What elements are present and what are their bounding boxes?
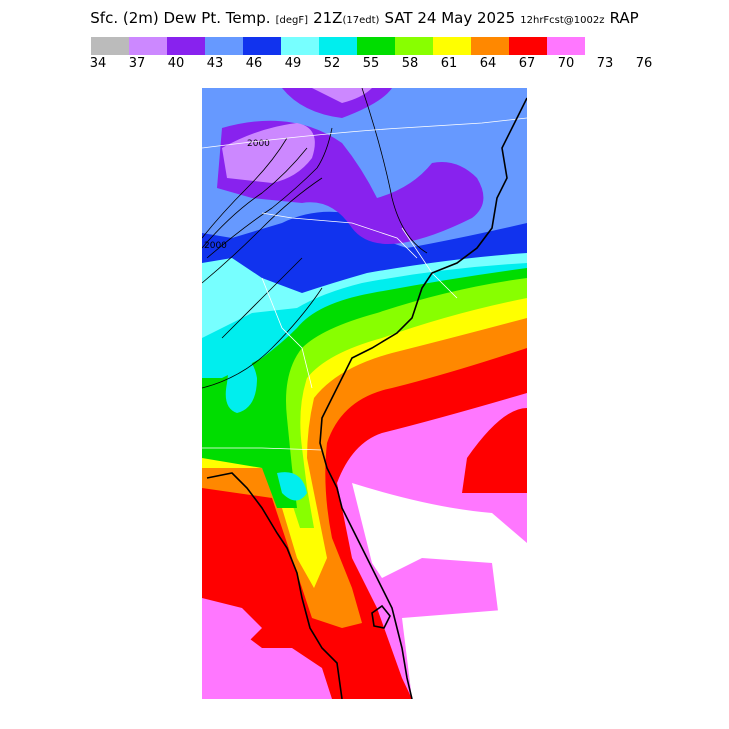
contour-line — [202, 177, 323, 284]
legend-tick: 55 — [362, 56, 380, 71]
legend-ticks: 34 37 40 43 46 49 52 55 58 61 64 67 70 73 76 — [0, 56, 729, 72]
state-border — [261, 212, 418, 259]
contour-line — [202, 147, 308, 249]
contour-line — [361, 88, 428, 254]
legend-tick: 52 — [323, 56, 341, 71]
legend-tick: 46 — [245, 56, 263, 71]
legend-swatch — [547, 37, 585, 55]
legend-tick: 58 — [401, 56, 419, 71]
contour-label: 2000 — [204, 241, 227, 251]
color-legend — [91, 37, 585, 55]
state-border — [202, 117, 527, 149]
band-73-plus-south — [402, 608, 527, 699]
legend-tick: 34 — [89, 56, 107, 71]
title-main: Sfc. (2m) Dew Pt. Temp. — [90, 9, 271, 27]
state-border — [202, 447, 323, 451]
title-model: RAP — [609, 9, 639, 27]
legend-swatch — [205, 37, 243, 55]
legend-swatch — [471, 37, 509, 55]
legend-tick: 70 — [557, 56, 575, 71]
band-73-plus — [352, 483, 527, 643]
lake-okeechobee — [371, 604, 391, 629]
contour-line — [206, 127, 333, 259]
band-37-40-north — [312, 88, 372, 103]
title-valid: 21Z — [313, 9, 343, 27]
legend-tick: 73 — [596, 56, 614, 71]
legend-tick: 61 — [440, 56, 458, 71]
band-37-40 — [222, 123, 315, 183]
dewpoint-map: 2000 2000 — [202, 88, 527, 699]
band-52-55-fl — [277, 472, 307, 501]
legend-tick: 64 — [479, 56, 497, 71]
legend-swatch — [509, 37, 547, 55]
legend-swatch — [167, 37, 205, 55]
map-title: Sfc. (2m) Dew Pt. Temp. [degF] 21Z(17edt… — [0, 8, 729, 27]
coastline — [319, 97, 527, 699]
contour-line — [202, 287, 323, 389]
legend-swatch — [319, 37, 357, 55]
title-local: (17edt) — [342, 15, 380, 26]
band-52-55-blob — [225, 356, 257, 413]
legend-swatch — [129, 37, 167, 55]
band-70-73-sw — [202, 598, 262, 648]
legend-swatch — [395, 37, 433, 55]
contour-line — [221, 257, 303, 339]
title-run: 12hrFcst@1002z — [520, 15, 605, 26]
band-67-70-east — [462, 408, 527, 493]
legend-tick: 37 — [128, 56, 146, 71]
legend-swatch — [281, 37, 319, 55]
contour-label: 2000 — [247, 139, 270, 149]
legend-tick: 43 — [206, 56, 224, 71]
title-units: [degF] — [275, 15, 308, 26]
legend-swatch — [91, 37, 129, 55]
contour-line — [202, 137, 288, 239]
legend-tick: 67 — [518, 56, 536, 71]
state-border — [261, 277, 313, 389]
legend-tick: 49 — [284, 56, 302, 71]
coastline-gulf — [206, 472, 343, 699]
legend-tick: 76 — [635, 56, 653, 71]
legend-swatch — [243, 37, 281, 55]
title-date: SAT 24 May 2025 — [384, 9, 516, 27]
legend-swatch — [357, 37, 395, 55]
legend-swatch — [433, 37, 471, 55]
legend-tick: 40 — [167, 56, 185, 71]
